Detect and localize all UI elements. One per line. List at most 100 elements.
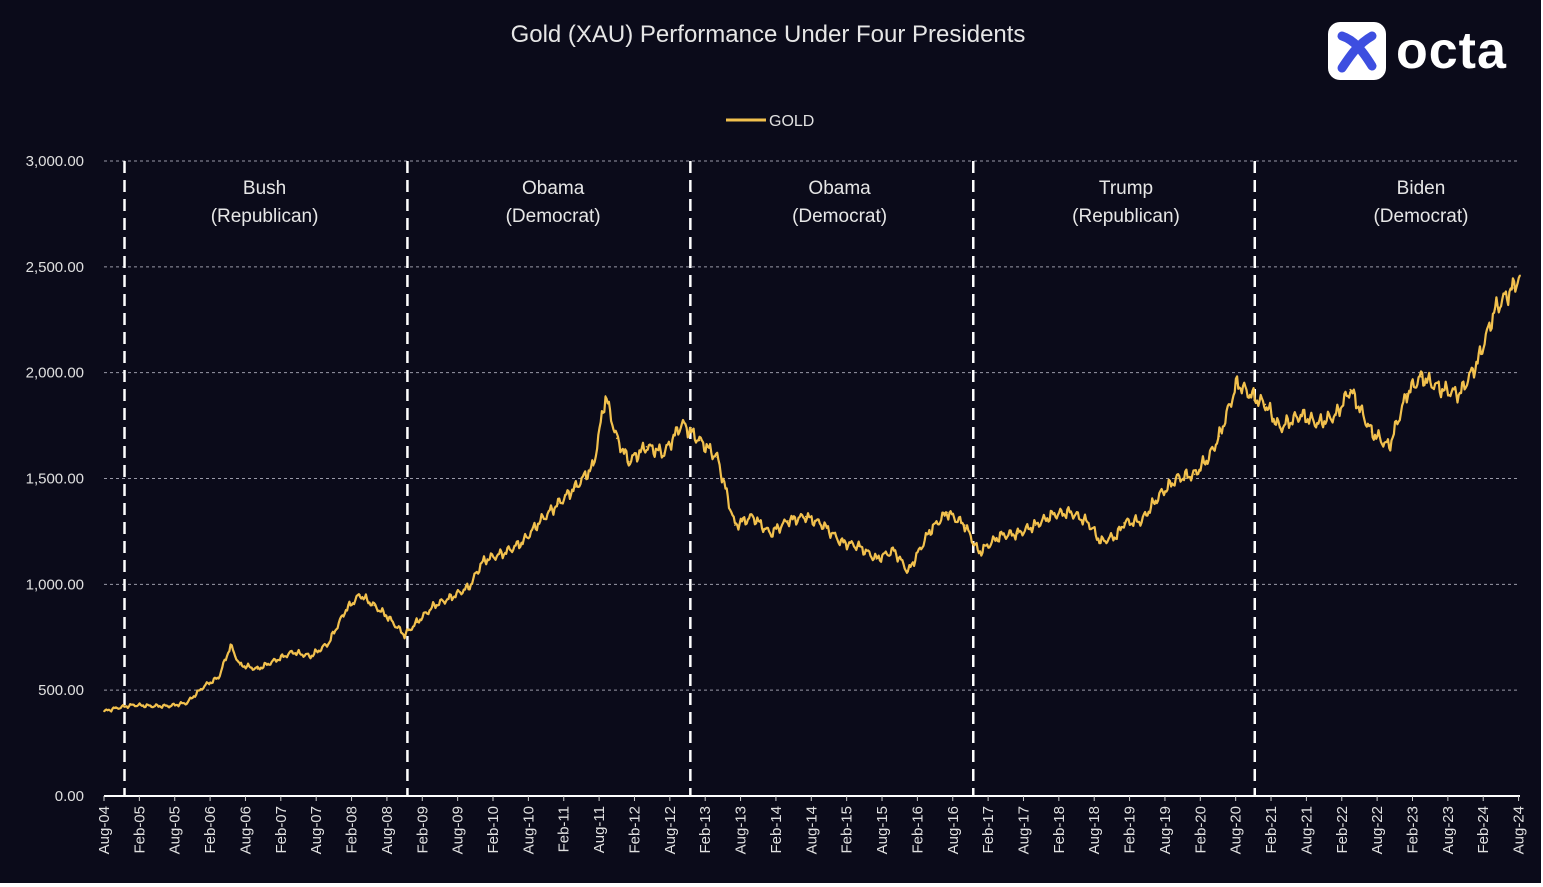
- gold-data-point: [1264, 403, 1267, 406]
- gold-data-point: [787, 520, 789, 522]
- x-tick-label: Feb-14: [768, 806, 785, 854]
- x-tick-label: Feb-06: [202, 806, 219, 854]
- gold-data-point: [415, 621, 418, 624]
- gold-data-point: [804, 515, 807, 518]
- x-tick-label: Feb-15: [839, 806, 856, 854]
- gold-data-point: [1218, 435, 1221, 437]
- gold-data-point: [1158, 494, 1161, 497]
- term-dividers: [123, 161, 1257, 796]
- x-tick-label: Feb-18: [1051, 806, 1068, 854]
- x-tick-label: Feb-12: [626, 806, 643, 854]
- x-tick-label: Feb-05: [131, 806, 148, 854]
- gold-data-point: [1459, 393, 1461, 395]
- x-tick-label: Aug-22: [1369, 806, 1386, 854]
- gold-data-point: [309, 655, 312, 658]
- gold-data-point: [217, 676, 220, 679]
- x-tick-label: Aug-04: [96, 806, 113, 854]
- y-tick-label: 500.00: [38, 682, 84, 699]
- gold-data-point: [875, 558, 878, 560]
- gold-data-point: [274, 659, 276, 662]
- x-tick-label: Feb-20: [1192, 806, 1209, 854]
- gold-data-point: [1512, 287, 1514, 289]
- gold-data-point: [1299, 414, 1302, 416]
- gold-data-point: [1253, 397, 1256, 399]
- gold-data-point: [468, 585, 471, 588]
- gold-data-point: [1335, 414, 1337, 416]
- y-tick-label: 2,500.00: [26, 259, 84, 276]
- gold-data-point: [292, 651, 294, 653]
- x-tick-label: Aug-21: [1298, 806, 1315, 854]
- gold-data-point: [592, 465, 595, 467]
- x-tick-label: Feb-21: [1263, 806, 1280, 854]
- legend-label: GOLD: [769, 113, 814, 130]
- gold-data-point: [1420, 376, 1422, 378]
- gold-data-point: [239, 663, 241, 666]
- gold-data-point: [1406, 393, 1408, 395]
- gold-data-point: [681, 422, 683, 425]
- gold-data-point: [604, 395, 607, 397]
- era-party: (Republican): [1072, 206, 1180, 227]
- gold-data-point: [1441, 388, 1443, 391]
- octa-logo: octa: [1328, 22, 1506, 80]
- y-axis: 0.00 500.00 1,000.00 1,500.00 2,000.00 2,500.…: [26, 153, 1520, 805]
- x-tick-label: Feb-23: [1404, 806, 1421, 854]
- gold-data-point: [615, 437, 618, 440]
- gold-data-point: [504, 551, 506, 554]
- gold-data-point: [1052, 513, 1054, 516]
- gold-data-point: [1176, 477, 1178, 480]
- x-tick-label: Aug-12: [662, 806, 679, 854]
- gold-data-point: [1070, 511, 1072, 514]
- gold-data-point: [359, 594, 361, 596]
- x-tick-label: Aug-13: [733, 806, 750, 854]
- era-name: Obama: [522, 178, 585, 199]
- gold-data-point: [557, 503, 559, 505]
- x-tick-label: Feb-09: [414, 806, 431, 854]
- gold-data-point: [1193, 473, 1196, 476]
- x-tick-label: Aug-20: [1228, 806, 1245, 854]
- gold-data-point: [1099, 541, 1102, 543]
- x-tick-label: Aug-10: [520, 806, 537, 854]
- gold-data-point: [1236, 382, 1238, 385]
- gold-data-point: [734, 524, 736, 526]
- gold-data-point: [1494, 308, 1497, 310]
- gold-data-point: [150, 705, 153, 707]
- x-tick-label: Aug-14: [803, 806, 820, 854]
- gold-data-point: [185, 702, 188, 704]
- era-party: (Democrat): [1373, 206, 1468, 227]
- x-tick-label: Aug-15: [874, 806, 891, 854]
- x-tick-label: Feb-11: [556, 806, 573, 852]
- legend: GOLD: [726, 113, 814, 130]
- gold-data-point: [1519, 274, 1521, 277]
- era-name: Bush: [243, 178, 286, 199]
- era-name: Biden: [1397, 178, 1446, 199]
- gold-data-point: [663, 452, 665, 454]
- gold-data-point: [345, 608, 347, 611]
- x-tick-label: Feb-08: [344, 806, 361, 854]
- gold-data-point: [168, 705, 170, 707]
- gold-data-point: [1317, 422, 1320, 425]
- x-tick-label: Aug-17: [1015, 806, 1032, 854]
- gold-data-point: [386, 615, 388, 617]
- x-tick-label: Aug-23: [1440, 806, 1457, 854]
- x-tick-label: Aug-06: [237, 806, 254, 854]
- gold-data-point: [999, 534, 1001, 537]
- x-tick-label: Aug-08: [379, 806, 396, 854]
- grid: [104, 160, 1520, 691]
- gold-data-point: [1034, 524, 1037, 526]
- era-name: Trump: [1099, 178, 1153, 199]
- gold-data-point: [1140, 520, 1143, 522]
- gold-data-point: [256, 668, 259, 670]
- era-party: (Democrat): [792, 206, 887, 227]
- x-tick-label: Aug-24: [1511, 806, 1528, 854]
- gold-data-point: [628, 460, 630, 463]
- x-tick-label: Feb-10: [485, 806, 502, 854]
- x-axis: Aug-04 Feb-05 Aug-05 Feb-06 Aug-06 Feb-07 Aug-…: [96, 796, 1528, 854]
- era-party: (Republican): [211, 206, 319, 227]
- gold-data-point: [539, 520, 542, 522]
- gold-data-point: [1017, 532, 1019, 535]
- gold-data-point: [698, 439, 701, 442]
- era-party: (Democrat): [506, 206, 601, 227]
- x-tick-label: Aug-05: [167, 806, 184, 854]
- gold-data-point: [751, 515, 754, 518]
- x-tick-label: Feb-22: [1334, 806, 1351, 854]
